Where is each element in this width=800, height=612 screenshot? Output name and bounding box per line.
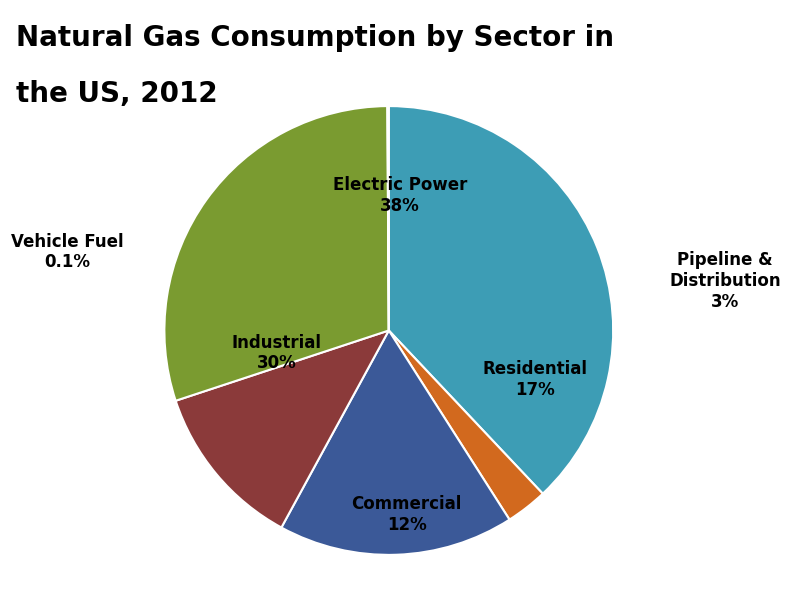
Wedge shape (387, 106, 389, 330)
Wedge shape (282, 330, 510, 555)
Text: Industrial
30%: Industrial 30% (231, 334, 322, 372)
Wedge shape (389, 330, 542, 520)
Text: Vehicle Fuel
0.1%: Vehicle Fuel 0.1% (11, 233, 124, 271)
Text: Pipeline &
Distribution
3%: Pipeline & Distribution 3% (670, 252, 781, 311)
Text: the US, 2012: the US, 2012 (16, 80, 218, 108)
Text: Commercial
12%: Commercial 12% (351, 495, 462, 534)
Wedge shape (164, 106, 389, 401)
Text: Electric Power
38%: Electric Power 38% (333, 176, 467, 215)
Text: Natural Gas Consumption by Sector in: Natural Gas Consumption by Sector in (16, 24, 614, 53)
Wedge shape (176, 330, 389, 528)
Wedge shape (389, 106, 613, 494)
Text: Residential
17%: Residential 17% (482, 360, 587, 399)
